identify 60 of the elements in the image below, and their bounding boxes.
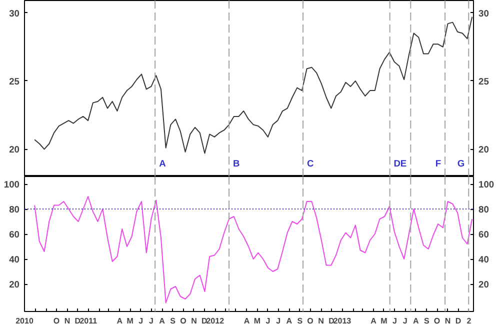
y-tick-label: 40 — [9, 254, 20, 264]
x-tick-label: N — [191, 316, 198, 326]
x-tick-label: M — [254, 316, 261, 326]
y-tick-label: 100 — [4, 180, 20, 190]
x-tick-label: J — [276, 316, 281, 326]
x-tick-label: N — [318, 316, 324, 326]
x-tick-label: S — [424, 316, 430, 326]
x-tick-label: S — [170, 316, 176, 326]
x-tick-label: A — [244, 316, 250, 326]
x-tick-label: 2013 — [333, 316, 352, 326]
ref-line-label: D — [394, 158, 401, 168]
x-tick-label: O — [180, 316, 186, 326]
y2-tick-label: 40 — [478, 254, 489, 264]
ref-line-label: F — [435, 158, 442, 168]
y-tick-label: 20 — [9, 280, 20, 290]
ref-line-label: E — [400, 158, 407, 168]
x-tick-label: A — [370, 316, 377, 326]
x-tick-label: 2010 — [16, 316, 34, 326]
y2-tick-label: 25 — [478, 76, 489, 86]
x-tick-label: D — [74, 316, 81, 326]
x-tick-label: 2012 — [206, 316, 225, 326]
y2-tick-label: 20 — [478, 280, 489, 290]
line-series — [34, 16, 473, 154]
x-tick-label: N — [444, 316, 451, 326]
x-tick-label: J — [138, 316, 144, 326]
x-tick-label: 2011 — [80, 316, 98, 326]
y2-tick-label: 20 — [478, 144, 489, 155]
y-tick-label: 30 — [9, 8, 20, 18]
x-tick-label: J — [402, 316, 408, 326]
x-tick-label: 2 — [466, 316, 472, 326]
x-tick-label: J — [149, 316, 154, 326]
x-tick-label: M — [126, 316, 134, 326]
x-tick-label: J — [392, 316, 397, 326]
x-tick-label: M — [380, 316, 388, 326]
y-tick-label: 20 — [9, 144, 20, 155]
x-tick-label: A — [412, 316, 419, 326]
y2-tick-label: 80 — [478, 204, 489, 214]
line-series — [34, 196, 473, 304]
y-tick-label: 80 — [9, 204, 20, 214]
x-tick-label: N — [64, 316, 70, 326]
x-tick-label: O — [307, 316, 314, 326]
ref-line-label: C — [307, 158, 314, 168]
x-tick-label: D — [455, 316, 462, 326]
x-tick-label: J — [266, 316, 270, 326]
y-tick-label: 60 — [9, 230, 20, 240]
y-tick-label: 25 — [9, 76, 20, 86]
x-tick-label: D — [328, 316, 335, 326]
y2-tick-label: 60 — [478, 230, 489, 240]
x-tick-label: S — [297, 316, 304, 326]
y2-tick-label: 30 — [478, 8, 489, 18]
x-tick-label: O — [434, 316, 440, 326]
x-tick-label: O — [53, 316, 60, 326]
x-tick-label: D — [201, 316, 208, 326]
x-tick-label: A — [159, 316, 166, 326]
x-tick-label: A — [116, 316, 123, 326]
ref-line-label: G — [457, 158, 465, 168]
x-tick-label: A — [286, 316, 292, 326]
y2-tick-label: 100 — [478, 180, 494, 190]
ref-line-label: A — [159, 158, 166, 168]
ref-line-label: B — [233, 158, 240, 168]
